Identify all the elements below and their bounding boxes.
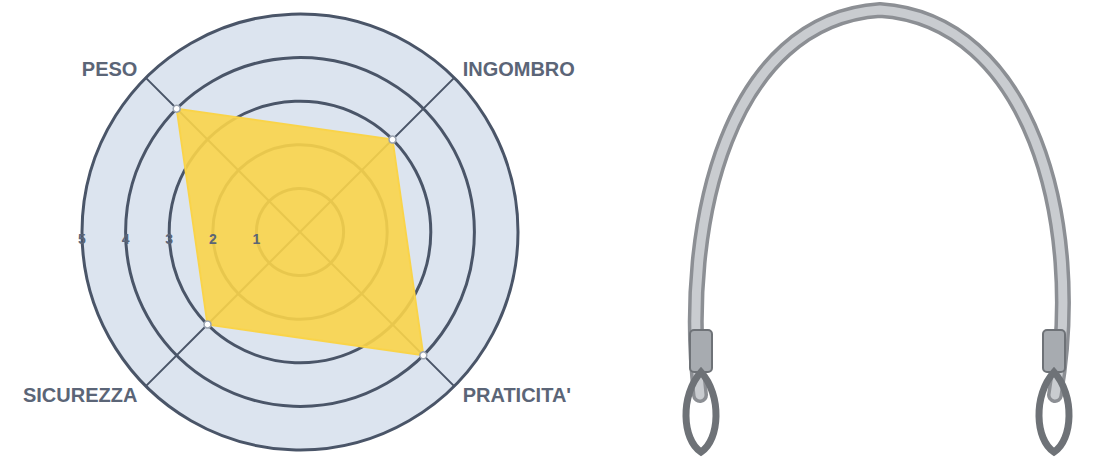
svg-text:INGOMBRO: INGOMBRO — [463, 58, 575, 80]
svg-text:2: 2 — [209, 231, 217, 247]
svg-text:SICUREZZA: SICUREZZA — [23, 384, 137, 406]
svg-text:PESO: PESO — [82, 58, 138, 80]
svg-text:5: 5 — [78, 231, 86, 247]
svg-text:PRATICITA': PRATICITA' — [463, 384, 571, 406]
svg-text:4: 4 — [122, 231, 130, 247]
svg-text:3: 3 — [165, 231, 173, 247]
svg-text:1: 1 — [253, 231, 261, 247]
